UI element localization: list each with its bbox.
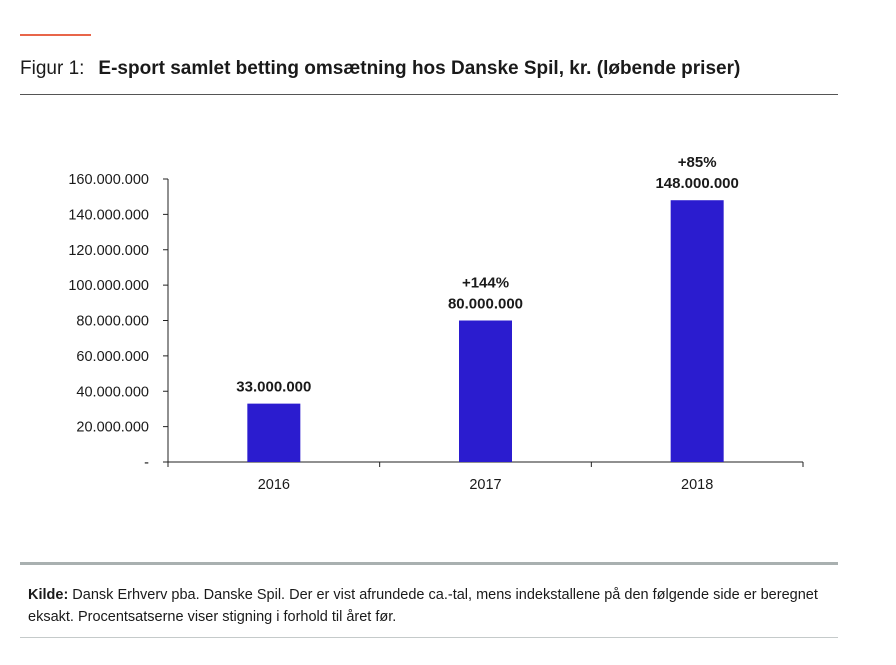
source-rule-bottom [20,637,838,638]
x-tick-label: 2017 [469,477,501,493]
y-tick-label: 60.000.000 [76,349,149,365]
bars [247,200,724,462]
change-label: +85% [678,154,717,171]
header-rule [20,94,838,95]
y-axis: - 20.000.000 40.000.000 60.000.000 80.000.00… [68,172,169,471]
accent-line [20,34,91,36]
x-axis: 2016 2017 2018 [167,461,804,493]
value-label: 33.000.000 [236,379,311,396]
x-tick-label: 2018 [681,477,713,493]
y-tick-label: 40.000.000 [76,384,149,400]
source-label: Kilde: [28,587,69,603]
y-tick-label: 160.000.000 [68,172,149,188]
y-tick-label: - [144,455,149,471]
chart-title: E-sport samlet betting omsætning hos Dan… [98,58,741,79]
y-tick-label: 20.000.000 [76,420,149,436]
x-tick-label: 2016 [258,477,290,493]
bar [459,320,512,462]
source-text: Dansk Erhverv pba. Danske Spil. Der er v… [28,587,818,625]
figure-label: Figur 1: [20,58,85,79]
y-tick-label: 120.000.000 [68,243,149,259]
source-rule-top [20,562,838,565]
data-labels: 33.000.000 80.000.000 +144% 148.000.000 +85% [236,154,739,395]
value-label: 148.000.000 [655,175,738,192]
bar [670,200,724,462]
value-label: 80.000.000 [448,296,523,313]
figure-header: Figur 1: E-sport samlet betting omsætning… [20,58,740,80]
y-tick-label: 140.000.000 [68,207,149,223]
y-tick-label: 80.000.000 [76,314,149,330]
y-tick-label: 100.000.000 [68,278,149,294]
change-label: +144% [462,275,509,292]
bar-chart: - 20.000.000 40.000.000 60.000.000 80.000.00… [68,154,804,493]
source-note: Kilde: Dansk Erhverv pba. Danske Spil. D… [28,584,828,628]
bar [247,403,301,462]
